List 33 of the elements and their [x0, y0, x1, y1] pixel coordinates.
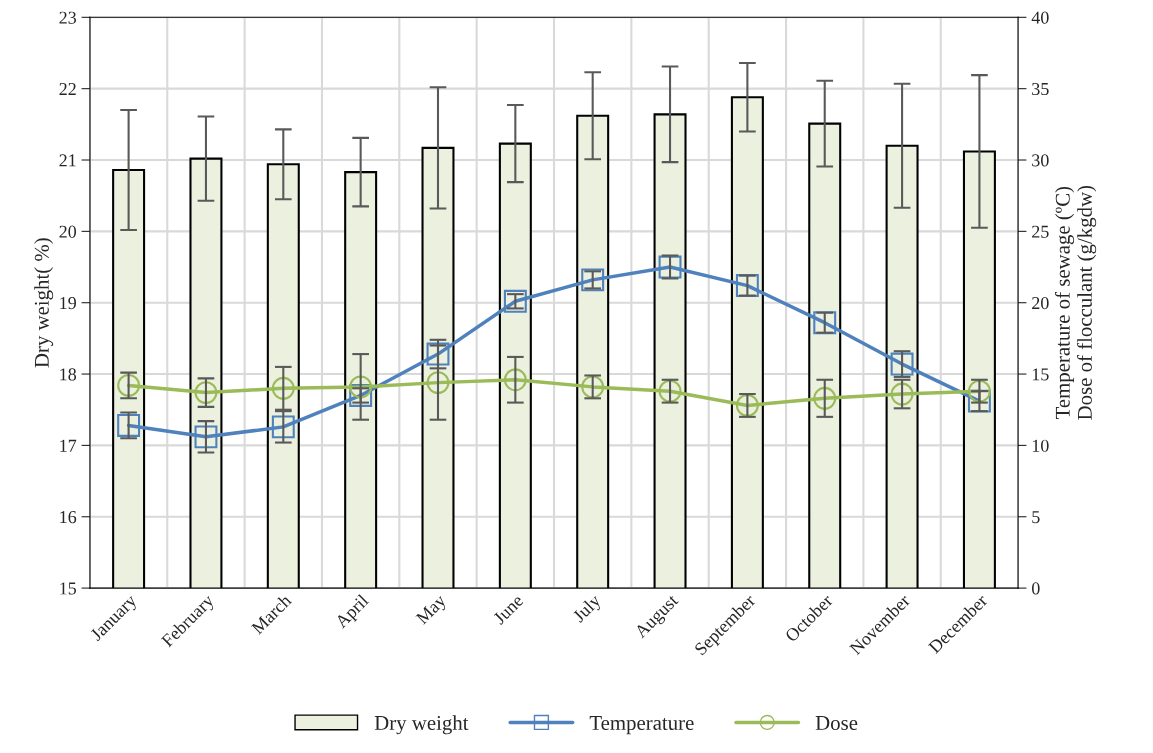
point — [271, 376, 295, 400]
point — [503, 368, 527, 392]
y-tick-label: 19 — [60, 297, 76, 310]
legend-label: Temperature — [589, 716, 694, 735]
y2-tick-label: 15 — [1032, 368, 1049, 381]
y-tick-label: 20 — [59, 225, 77, 238]
legend-label: Dose — [815, 716, 858, 730]
point — [349, 375, 373, 399]
y2-tick-label: 40 — [1031, 11, 1049, 24]
y-tick-label: 18 — [60, 368, 77, 381]
point — [813, 386, 837, 410]
y2-tick-label: 30 — [1032, 154, 1049, 167]
y-tick-label: 22 — [59, 82, 76, 95]
y2-tick-label: 35 — [1032, 82, 1049, 96]
y2-tick-label: 0 — [1031, 582, 1040, 595]
point — [426, 371, 450, 395]
y2-tick-label: 5 — [1032, 511, 1040, 524]
y-tick-label: 23 — [59, 11, 77, 24]
x-tick-label: June — [492, 593, 524, 626]
x-tick-label: May — [415, 593, 450, 628]
y-tick-label: 17 — [60, 439, 77, 452]
y2-tick-label: 25 — [1032, 225, 1049, 238]
y-axis-title: Dry weight( %) — [34, 238, 54, 368]
y2-tick-label: 10 — [1032, 439, 1049, 452]
x-tick-label: July — [571, 593, 605, 626]
y-tick-label: 16 — [60, 511, 77, 524]
y2-tick-label: 20 — [1032, 296, 1049, 310]
y-tick-label: 15 — [60, 582, 77, 595]
y2-axis-title: Temperature of sewage (ºC) Dose of flocculant (g/kgdw) — [1054, 185, 1097, 420]
legend-label: Dry weight — [374, 715, 469, 735]
y-tick-label: 21 — [59, 154, 76, 167]
point — [271, 415, 295, 439]
point — [194, 425, 218, 449]
